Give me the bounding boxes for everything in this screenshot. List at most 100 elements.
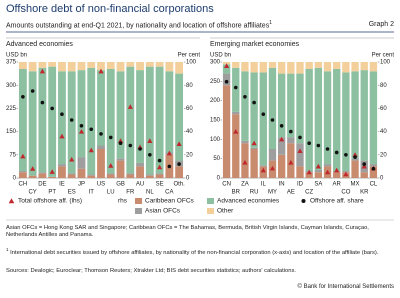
bar-segment bbox=[77, 168, 86, 178]
bar-segment bbox=[241, 140, 249, 144]
y-tick-label: 225 bbox=[6, 106, 17, 112]
x-tick-label: IT bbox=[89, 190, 95, 196]
bar-segment bbox=[106, 68, 115, 174]
bar-segment bbox=[222, 62, 231, 65]
bar-segment bbox=[175, 62, 184, 74]
bar-segment bbox=[77, 157, 86, 169]
total-marker bbox=[223, 63, 230, 68]
bar-segment bbox=[155, 66, 164, 174]
bar-segment bbox=[232, 111, 240, 115]
share-dot bbox=[252, 100, 256, 105]
bar-segment bbox=[38, 172, 47, 174]
total-marker bbox=[30, 166, 36, 171]
bar-segment bbox=[277, 137, 286, 155]
bar-segment bbox=[296, 73, 304, 144]
bar-segment bbox=[18, 172, 27, 178]
share-dot bbox=[108, 135, 113, 140]
bar-segment bbox=[126, 173, 135, 175]
total-marker bbox=[127, 104, 133, 109]
x-tick-label: CH bbox=[19, 182, 28, 188]
bar-segment bbox=[250, 149, 258, 178]
bar-segment bbox=[58, 166, 66, 178]
x-tick-label: IE bbox=[59, 182, 65, 188]
bar-segment bbox=[323, 71, 332, 165]
bar-segment bbox=[268, 67, 277, 149]
bar-segment bbox=[116, 158, 125, 161]
bar-segment bbox=[250, 62, 258, 73]
legend-label: Offshore aff. share bbox=[310, 198, 364, 205]
bar-segment bbox=[250, 72, 258, 148]
legend-label: Total offshore aff. (lhs) bbox=[18, 198, 82, 205]
y-axis-label: USD bn bbox=[6, 53, 27, 59]
bar-segment bbox=[97, 145, 105, 149]
y2-tick-label: 0 bbox=[186, 176, 190, 182]
bar-segment bbox=[155, 173, 164, 175]
bar-segment bbox=[351, 158, 359, 161]
x-tick-label: CA bbox=[165, 190, 173, 196]
share-dot bbox=[279, 124, 284, 128]
y2-axis-label: Per cent bbox=[178, 53, 201, 59]
share-dot bbox=[69, 118, 74, 122]
bar-segment bbox=[67, 174, 76, 178]
x-tick-label: ES bbox=[68, 190, 76, 196]
x-tick-label: FR bbox=[126, 190, 135, 196]
x-tick-label: SA bbox=[314, 182, 322, 188]
total-marker bbox=[361, 163, 367, 169]
share-dot bbox=[89, 127, 94, 132]
copyright: © Bank for International Settlements bbox=[297, 284, 394, 290]
legend-label: Asian OFCs bbox=[145, 208, 181, 215]
share-dot bbox=[99, 132, 103, 136]
total-marker bbox=[279, 136, 285, 142]
bar-segment bbox=[241, 71, 249, 141]
bar-segment bbox=[116, 71, 125, 159]
y2-tick-label: 60 bbox=[380, 106, 387, 112]
y-tick-label: 300 bbox=[210, 60, 221, 66]
bar-segment bbox=[155, 62, 164, 67]
total-marker bbox=[269, 165, 276, 171]
x-tick-label: JP bbox=[78, 182, 85, 188]
share-dot bbox=[177, 162, 181, 166]
x-tick-label: CN bbox=[222, 182, 231, 188]
share-dot bbox=[298, 135, 302, 140]
y2-tick-label: 0 bbox=[380, 176, 384, 182]
share-dot bbox=[289, 129, 293, 134]
bar-segment bbox=[369, 166, 378, 178]
panel-title: Advanced economies bbox=[6, 41, 73, 48]
x-tick-label: LU bbox=[107, 190, 115, 196]
bar-segment bbox=[106, 62, 115, 69]
total-marker bbox=[88, 147, 94, 153]
bar-segment bbox=[48, 62, 57, 67]
y-tick-label: 50 bbox=[213, 156, 220, 162]
bar-segment bbox=[333, 62, 341, 69]
bar-segment bbox=[126, 62, 135, 67]
bar-segment bbox=[222, 85, 231, 178]
x-tick-label: KR bbox=[360, 190, 369, 196]
subtitle-note: 1 bbox=[269, 20, 272, 26]
bar-segment bbox=[369, 71, 378, 165]
y-tick-label: 100 bbox=[210, 137, 221, 143]
bar-segment bbox=[314, 67, 323, 170]
bar-segment bbox=[58, 62, 66, 72]
bar-segment bbox=[305, 62, 313, 69]
total-marker bbox=[251, 140, 257, 146]
bar-segment bbox=[136, 162, 144, 167]
bar-segment bbox=[136, 166, 144, 178]
total-marker bbox=[233, 129, 239, 134]
bar-segment bbox=[287, 62, 295, 74]
share-dot bbox=[128, 143, 133, 148]
bar-segment bbox=[314, 172, 323, 178]
subtitle-text: Amounts outstanding at end-Q1 2021, by n… bbox=[6, 22, 270, 30]
y2-tick-label: 100 bbox=[186, 60, 197, 66]
bar-segment bbox=[268, 62, 277, 68]
x-tick-label: IN bbox=[279, 182, 285, 188]
bar-segment bbox=[145, 174, 154, 176]
y-tick-label: 150 bbox=[6, 129, 17, 135]
bar-segment bbox=[287, 137, 295, 144]
legend-swatch bbox=[207, 198, 214, 204]
share-dot bbox=[148, 153, 152, 157]
bar-segment bbox=[342, 62, 350, 73]
x-tick-label: BR bbox=[232, 190, 241, 196]
x-tick-label: US bbox=[97, 182, 105, 188]
total-marker bbox=[59, 133, 65, 139]
bar-segment bbox=[277, 62, 286, 74]
